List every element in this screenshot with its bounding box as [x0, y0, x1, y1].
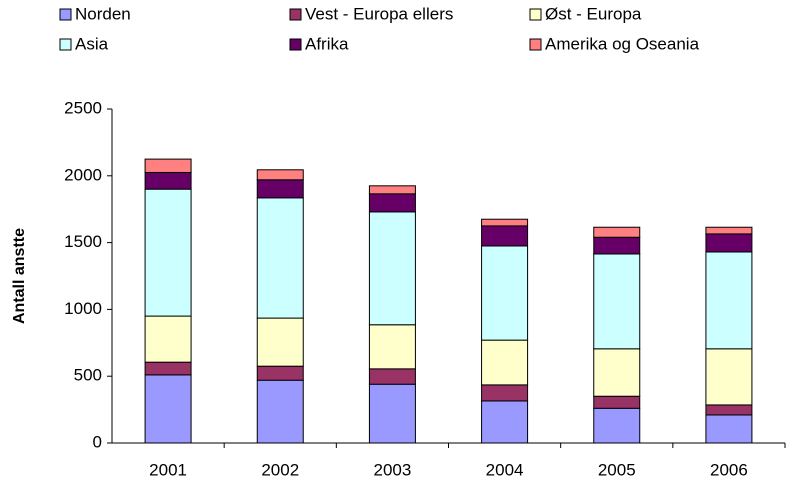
legend-label: Vest - Europa ellers — [305, 4, 453, 23]
bar-segment — [705, 226, 753, 235]
x-tick-label: 2006 — [710, 460, 748, 479]
bar-segment — [368, 368, 416, 385]
legend-swatch — [289, 38, 302, 51]
legend-label: Afrika — [305, 34, 349, 53]
bar-segment — [593, 226, 641, 238]
y-tick-label: 1500 — [64, 232, 102, 251]
bar-segment — [593, 407, 641, 444]
bar-segment — [256, 179, 304, 199]
bar-segment — [256, 197, 304, 319]
bar-segment — [705, 233, 753, 253]
y-tick-label: 2000 — [64, 165, 102, 184]
bar-segment — [481, 225, 529, 247]
bar-segment — [705, 404, 753, 416]
bar-segment — [705, 251, 753, 350]
bar-segment — [144, 361, 192, 376]
bar-segment — [481, 339, 529, 386]
legend-swatch — [59, 8, 72, 21]
bar-segment — [481, 400, 529, 444]
bar-segment — [705, 348, 753, 406]
bar-segment — [368, 324, 416, 370]
legend-label: Norden — [75, 4, 131, 23]
bar-segment — [368, 185, 416, 195]
legend-label: Amerika og Oseania — [545, 34, 700, 53]
legend-label: Øst - Europa — [545, 4, 642, 23]
x-tick-label: 2003 — [374, 460, 412, 479]
bar-segment — [144, 171, 192, 190]
legend-swatch — [289, 8, 302, 21]
y-tick-label: 500 — [74, 366, 102, 385]
x-tick-label: 2005 — [598, 460, 636, 479]
bar-segment — [593, 348, 641, 397]
y-axis-label: Antall anstte — [11, 228, 28, 324]
bar-segment — [593, 236, 641, 255]
bar-segment — [481, 218, 529, 227]
bar-segment — [481, 245, 529, 341]
y-tick-label: 2500 — [64, 98, 102, 117]
bar-segment — [144, 315, 192, 363]
x-tick-label: 2004 — [486, 460, 524, 479]
legend-swatch — [529, 38, 542, 51]
x-tick-label: 2002 — [261, 460, 299, 479]
bar-segment — [705, 414, 753, 444]
bar-segment — [144, 188, 192, 317]
bar-segment — [256, 169, 304, 181]
x-tick-label: 2001 — [149, 460, 187, 479]
bar-segment — [368, 383, 416, 444]
bar-segment — [144, 158, 192, 173]
legend-label: Asia — [75, 34, 109, 53]
bar-segment — [256, 379, 304, 444]
bar-segment — [256, 365, 304, 381]
bar-segment — [144, 374, 192, 444]
y-tick-label: 0 — [93, 432, 102, 451]
legend-swatch — [529, 8, 542, 21]
y-tick-label: 1000 — [64, 299, 102, 318]
bar-segment — [256, 317, 304, 367]
legend-swatch — [59, 38, 72, 51]
bar-segment — [481, 384, 529, 402]
bar-segment — [593, 395, 641, 409]
bar-segment — [368, 193, 416, 213]
bar-segment — [593, 253, 641, 350]
bar-segment — [368, 211, 416, 326]
